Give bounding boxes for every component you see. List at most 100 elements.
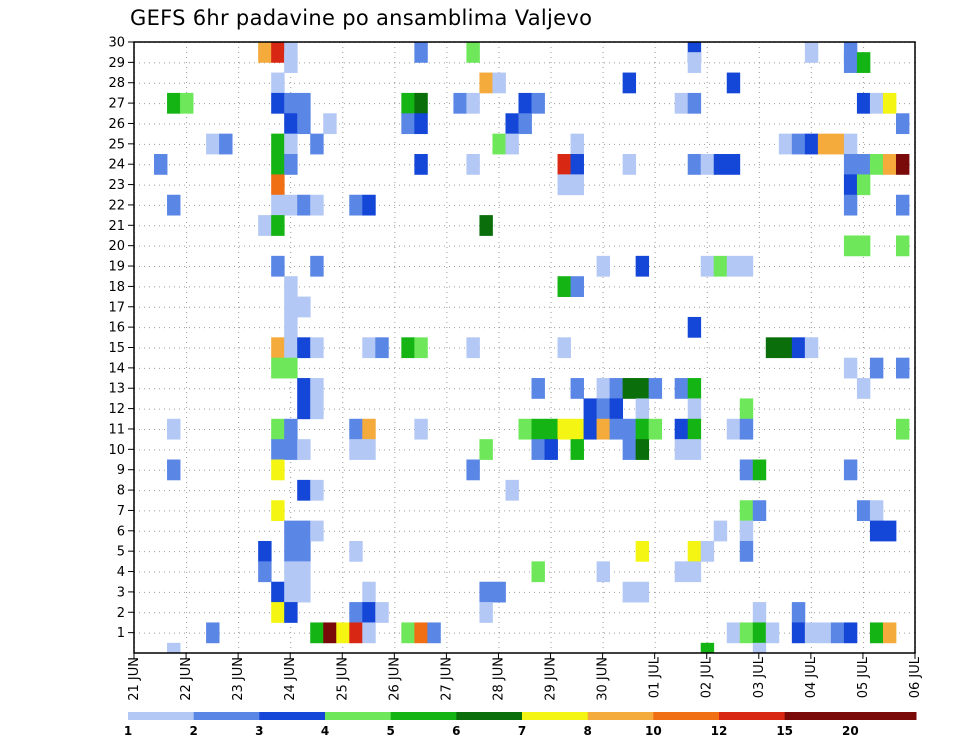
- data-cell: [479, 215, 493, 236]
- x-tick-label: 28 JUN: [491, 657, 506, 701]
- data-cell: [401, 113, 415, 135]
- data-cell: [362, 602, 376, 623]
- y-tick-label: 21: [108, 219, 125, 234]
- data-cell: [505, 113, 519, 135]
- legend-swatch: [850, 712, 917, 720]
- legend-label: 3: [255, 724, 263, 738]
- y-tick-label: 26: [108, 117, 125, 132]
- data-cell: [284, 520, 298, 542]
- data-cell: [869, 154, 884, 175]
- data-cell: [765, 622, 780, 644]
- y-tick-label: 25: [108, 137, 125, 152]
- data-cell: [635, 439, 650, 460]
- x-tick-label: 01 JUL: [648, 656, 663, 698]
- legend-swatch: [653, 712, 720, 720]
- x-tick-label: 25 JUN: [335, 657, 350, 701]
- legend-label: 2: [189, 724, 197, 738]
- legend-label: 8: [583, 724, 591, 738]
- data-cell: [271, 357, 285, 379]
- data-cell: [284, 357, 298, 379]
- data-cell: [570, 174, 584, 196]
- data-cell: [856, 378, 871, 399]
- data-cell: [856, 500, 871, 522]
- data-cell: [479, 439, 493, 460]
- data-cell: [895, 194, 910, 216]
- data-cell: [622, 581, 637, 603]
- data-cell: [869, 357, 884, 379]
- data-cell: [687, 52, 702, 73]
- data-cell: [492, 133, 506, 155]
- data-cell: [622, 378, 637, 399]
- data-cell: [700, 255, 715, 277]
- data-cell: [284, 296, 298, 318]
- data-cell: [349, 602, 363, 623]
- data-cell: [648, 378, 663, 399]
- data-cell: [271, 602, 285, 623]
- data-cell: [583, 398, 597, 420]
- legend-swatch: [522, 712, 589, 720]
- data-cell: [167, 418, 181, 440]
- data-cell: [687, 92, 702, 114]
- data-cell: [713, 255, 728, 277]
- data-cell: [414, 418, 428, 440]
- data-cell: [479, 72, 493, 94]
- grid-lines: [134, 42, 916, 653]
- data-cell: [297, 520, 311, 542]
- y-tick-label: 3: [117, 585, 125, 600]
- data-cell: [310, 520, 324, 542]
- data-cell: [414, 92, 428, 114]
- x-tick-label: 23 JUN: [231, 657, 246, 701]
- data-cell: [518, 113, 532, 135]
- data-cell: [284, 439, 298, 460]
- data-cell: [271, 194, 285, 216]
- y-tick-label: 19: [108, 260, 125, 275]
- data-cell: [700, 642, 715, 654]
- data-cell: [752, 459, 767, 481]
- data-cell: [843, 622, 858, 644]
- data-cell: [297, 561, 311, 583]
- data-cell: [167, 92, 181, 114]
- data-cell: [700, 540, 715, 562]
- data-cell: [622, 154, 637, 175]
- data-cell: [726, 418, 741, 440]
- data-cell: [635, 418, 650, 440]
- data-cell: [297, 296, 311, 318]
- color-legend: 1 2 3 4 5 6 7 8 10 12 15 20: [124, 712, 917, 738]
- data-cell: [843, 174, 858, 196]
- data-cell: [752, 500, 767, 522]
- data-cell: [284, 133, 298, 155]
- data-cell: [739, 540, 754, 562]
- data-cell: [739, 418, 754, 440]
- legend-label: 7: [518, 724, 526, 738]
- data-cell: [817, 133, 832, 155]
- data-cell: [271, 418, 285, 440]
- data-cell: [271, 581, 285, 603]
- legend-swatch: [259, 712, 326, 720]
- data-cell: [895, 418, 910, 440]
- data-cell: [297, 113, 311, 135]
- data-cell: [791, 337, 806, 359]
- data-cell: [739, 500, 754, 522]
- data-cell: [336, 622, 350, 644]
- data-cell: [557, 276, 571, 297]
- data-cell: [479, 581, 493, 603]
- legend-label: 15: [776, 724, 793, 738]
- y-tick-label: 30: [108, 36, 125, 51]
- data-cell: [622, 418, 637, 440]
- data-cell: [687, 316, 702, 338]
- data-cell: [271, 459, 285, 481]
- data-cell: [739, 622, 754, 644]
- data-cell: [882, 92, 897, 114]
- data-cell: [622, 439, 637, 460]
- data-cell: [271, 255, 285, 277]
- data-cell: [739, 255, 754, 277]
- y-tick-label: 7: [117, 504, 125, 519]
- data-cell: [544, 439, 558, 460]
- data-cell: [271, 154, 285, 175]
- data-cell: [687, 398, 702, 420]
- data-cell: [284, 581, 298, 603]
- data-cell: [297, 479, 311, 501]
- data-cell: [297, 540, 311, 562]
- data-cell: [414, 113, 428, 135]
- data-cell: [752, 642, 767, 654]
